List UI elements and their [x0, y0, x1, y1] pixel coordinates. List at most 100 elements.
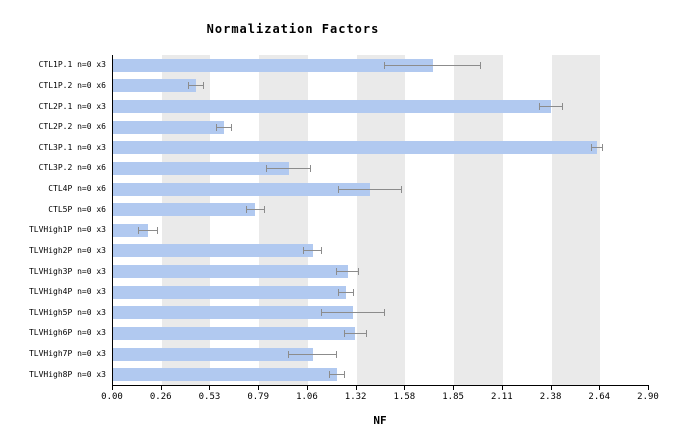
x-tick-mark	[453, 386, 455, 390]
x-tick-mark	[355, 386, 357, 390]
bar	[113, 347, 313, 361]
error-bar	[344, 332, 367, 334]
bar	[113, 203, 256, 217]
y-axis-label: CTL1P.1 n=0 x3	[38, 60, 106, 70]
error-bar	[288, 353, 337, 355]
y-axis-label: TLVHigh2P n=0 x3	[28, 245, 106, 255]
error-bar	[303, 250, 322, 252]
error-bar-cap	[539, 103, 541, 111]
error-bar-cap	[384, 61, 386, 69]
error-bar-cap	[321, 309, 323, 317]
bar	[113, 141, 598, 155]
y-axis-label: TLVHigh3P n=0 x3	[28, 266, 106, 276]
x-tick-mark	[599, 386, 601, 390]
x-tick-label: 0.26	[149, 392, 172, 402]
x-tick-mark	[258, 386, 260, 390]
bar	[113, 100, 552, 114]
error-bar-cap	[337, 288, 339, 296]
y-axis-label: TLVHigh5P n=0 x3	[28, 307, 106, 317]
x-tick-mark	[306, 386, 308, 390]
error-bar	[266, 167, 311, 169]
bar	[113, 161, 289, 175]
y-axis-label: CTL2P.1 n=0 x3	[38, 101, 106, 111]
y-axis-label: TLVHigh4P n=0 x3	[28, 287, 106, 297]
error-bar-cap	[384, 309, 386, 317]
x-tick-mark	[112, 386, 113, 390]
x-tick-label: 1.85	[442, 392, 464, 402]
grid-band	[551, 55, 601, 385]
bar	[113, 244, 313, 258]
x-tick-label: 0.53	[198, 392, 221, 402]
x-tick-mark	[550, 386, 552, 390]
error-bar	[591, 147, 603, 149]
error-bar-cap	[265, 164, 267, 172]
bar	[113, 285, 346, 299]
x-tick-mark	[648, 386, 649, 390]
x-tick-label: 1.58	[393, 392, 416, 402]
error-bar	[336, 271, 359, 273]
error-bar-cap	[245, 206, 247, 214]
plot-area	[112, 55, 649, 386]
bar	[113, 326, 356, 340]
x-tick-label: 2.64	[588, 392, 611, 402]
error-bar-cap	[343, 329, 345, 337]
y-axis-label: TLVHigh1P n=0 x3	[28, 225, 106, 235]
error-bar	[188, 85, 204, 87]
error-bar-cap	[188, 82, 190, 90]
error-bar-cap	[480, 61, 482, 69]
y-axis-label: CTL4P n=0 x6	[48, 184, 106, 194]
error-bar	[338, 188, 402, 190]
error-bar	[539, 106, 563, 108]
error-bar	[246, 209, 265, 211]
bar	[113, 265, 348, 279]
y-axis-label: CTL3P.2 n=0 x6	[38, 163, 106, 173]
x-tick-label: 0.79	[247, 392, 270, 402]
error-bar-cap	[352, 288, 354, 296]
error-bar	[384, 64, 481, 66]
error-bar-cap	[302, 247, 304, 255]
error-bar-cap	[203, 82, 205, 90]
error-bar-cap	[138, 226, 140, 234]
x-tick-mark	[160, 386, 162, 390]
x-tick-label: 0.00	[101, 392, 123, 402]
error-bar	[338, 291, 354, 293]
bar	[113, 58, 433, 72]
error-bar-cap	[591, 144, 593, 152]
bar	[113, 368, 337, 382]
bar	[113, 182, 370, 196]
y-axis-label: CTL1P.2 n=0 x6	[38, 80, 106, 90]
error-bar-cap	[216, 123, 217, 131]
error-bar-cap	[328, 371, 330, 379]
x-tick-label: 2.90	[637, 392, 659, 402]
error-bar-cap	[602, 144, 604, 152]
y-axis-label: TLVHigh7P n=0 x3	[28, 349, 106, 359]
error-bar-cap	[288, 350, 290, 358]
error-bar-cap	[336, 350, 338, 358]
error-bar-cap	[358, 268, 360, 276]
x-tick-label: 1.06	[296, 392, 318, 402]
error-bar-cap	[321, 247, 323, 255]
error-bar-cap	[561, 103, 563, 111]
x-tick-mark	[501, 386, 503, 390]
x-tick-mark	[404, 386, 406, 390]
bar	[113, 120, 224, 134]
y-axis-label: TLVHigh8P n=0 x3	[28, 369, 106, 379]
y-axis-label: CTL3P.1 n=0 x3	[38, 142, 106, 152]
y-axis-label: CTL5P n=0 x6	[48, 204, 106, 214]
error-bar	[138, 229, 158, 231]
error-bar-cap	[156, 226, 158, 234]
x-tick-label: 2.38	[539, 392, 562, 402]
error-bar-cap	[400, 185, 402, 193]
error-bar-cap	[343, 371, 345, 379]
error-bar-cap	[336, 268, 338, 276]
x-tick-label: 2.11	[490, 392, 513, 402]
chart-title: Normalization Factors	[206, 22, 380, 36]
error-bar	[216, 126, 232, 128]
error-bar-cap	[365, 329, 367, 337]
x-axis-title: NF	[373, 414, 387, 427]
error-bar-cap	[337, 185, 339, 193]
error-bar	[321, 312, 385, 314]
bar	[113, 79, 197, 93]
x-tick-mark	[209, 386, 211, 390]
